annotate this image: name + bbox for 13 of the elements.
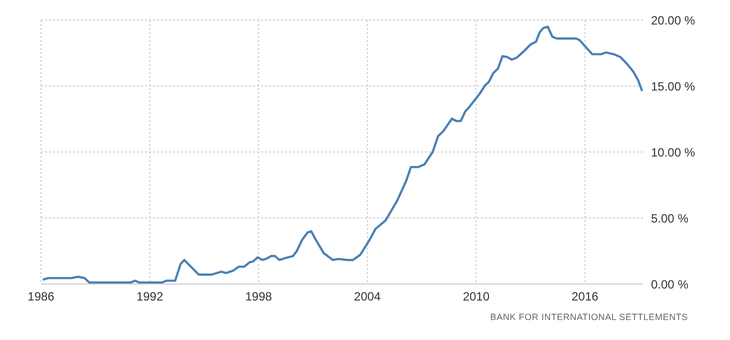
y-tick-label: 0.00 % (651, 277, 689, 292)
x-tick-label: 2010 (462, 290, 490, 304)
x-tick-label: 1998 (245, 290, 272, 304)
y-tick-label: 5.00 % (651, 211, 689, 226)
y-tick-label: 20.00 % (651, 13, 696, 28)
text: BANK FOR INTERNATIONAL SETTLEMENTS (490, 312, 688, 322)
x-tick-label: 1992 (136, 290, 164, 304)
y-tick-label: 15.00 % (651, 79, 696, 94)
x-tick-label: 2004 (354, 290, 382, 304)
x-tick-label: 1986 (28, 290, 55, 304)
line-series (42, 26, 643, 284)
x-tick-label: 2016 (572, 290, 599, 304)
y-tick-label: 10.00 % (651, 145, 696, 160)
